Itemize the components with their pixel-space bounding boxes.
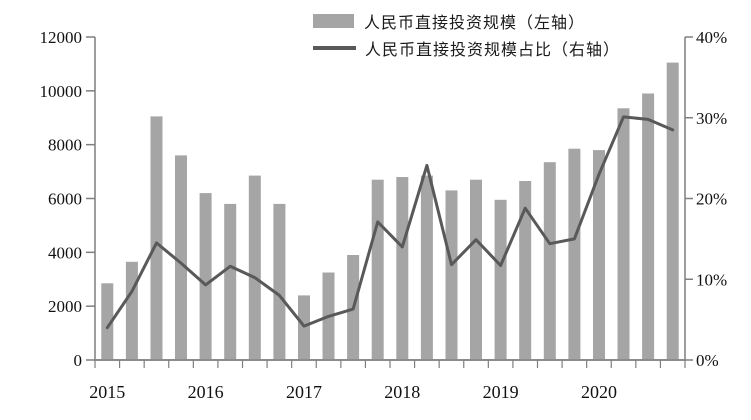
bar-2020Q4 — [666, 62, 679, 360]
bar-2016Q1 — [199, 193, 212, 360]
bar-2015Q2 — [125, 261, 138, 360]
x-tick-label-2018: 2018 — [384, 382, 420, 402]
bar-2016Q3 — [248, 175, 261, 360]
bar-2018Q2 — [420, 175, 433, 360]
bar-2015Q3 — [150, 116, 163, 361]
bar-2018Q4 — [470, 179, 482, 360]
right-tick-label-0%: 0% — [696, 351, 719, 370]
line-series-swatch-icon — [313, 45, 356, 50]
left-tick-label-12000: 12000 — [40, 28, 83, 47]
left-tick-label-6000: 6000 — [48, 190, 82, 209]
bar-2019Q3 — [543, 162, 556, 360]
bar-2020Q1 — [593, 150, 605, 360]
bar-2020Q3 — [642, 93, 655, 360]
bar-2015Q1 — [101, 283, 114, 360]
left-tick-label-0: 0 — [74, 351, 83, 370]
x-tick-label-2020: 2020 — [581, 382, 617, 402]
bar-2016Q2 — [224, 203, 237, 360]
bar-2015Q4 — [175, 155, 187, 360]
legend: 人民币直接投资规模（左轴） 人民币直接投资规模占比（右轴） — [313, 9, 620, 59]
left-tick-label-8000: 8000 — [48, 136, 82, 155]
x-tick-label-2016: 2016 — [188, 382, 224, 402]
right-tick-label-30%: 30% — [696, 109, 727, 128]
legend-bar-label: 人民币直接投资规模（左轴） — [364, 14, 586, 32]
right-tick-label-20%: 20% — [696, 190, 727, 209]
bar-2018Q1 — [396, 177, 409, 360]
bar-2019Q2 — [519, 181, 532, 360]
left-tick-label-4000: 4000 — [48, 243, 82, 262]
bar-2017Q4 — [371, 179, 384, 360]
right-tick-label-10%: 10% — [696, 270, 727, 289]
bar-2016Q4 — [273, 203, 286, 360]
legend-item-bar-series: 人民币直接投资规模（左轴） — [313, 9, 620, 32]
legend-line-label: 人民币直接投资规模占比（右轴） — [365, 41, 621, 59]
right-tick-label-40%: 40% — [696, 28, 727, 47]
bar-2017Q1 — [298, 295, 310, 360]
bar-2019Q4 — [568, 148, 581, 360]
bar-series-swatch-icon — [313, 13, 354, 28]
x-tick-label-2019: 2019 — [483, 382, 519, 402]
line-series-rmb-investment-share — [105, 115, 675, 330]
legend-item-line-series: 人民币直接投资规模占比（右轴） — [313, 36, 620, 59]
x-tick-label-2017: 2017 — [286, 382, 322, 402]
bar-2019Q1 — [494, 199, 507, 360]
left-tick-label-10000: 10000 — [40, 82, 83, 101]
x-tick-label-2015: 2015 — [89, 382, 125, 402]
bar-2020Q2 — [617, 108, 630, 360]
left-tick-label-2000: 2000 — [48, 297, 82, 316]
bar-2018Q3 — [445, 190, 458, 360]
